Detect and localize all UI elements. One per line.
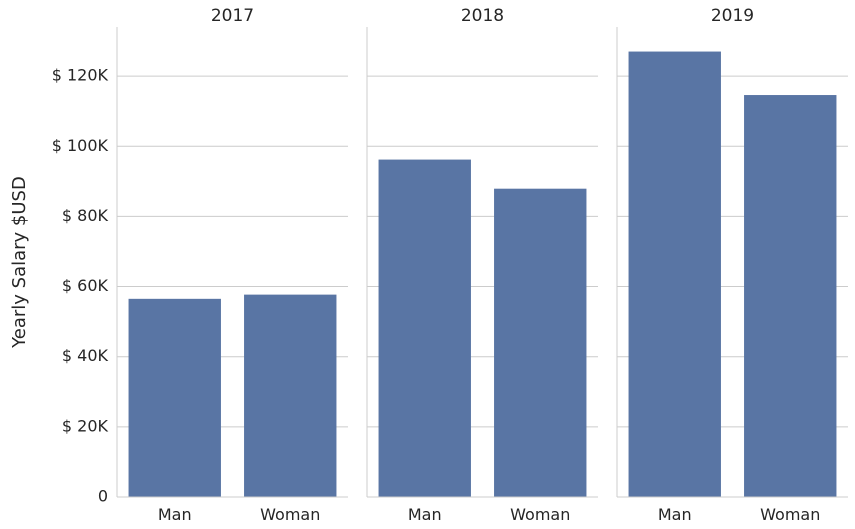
panel-title: 2018 — [461, 6, 504, 26]
y-tick-label: $ 80K — [62, 206, 109, 225]
bar-2017-man — [128, 298, 221, 497]
x-tick-label: Man — [158, 505, 192, 524]
x-tick-label: Man — [658, 505, 692, 524]
y-tick-label: $ 60K — [62, 276, 109, 295]
panel-2018: 2018 Man Woman — [366, 6, 598, 524]
y-tick-label: $ 120K — [52, 66, 109, 85]
bar-2019-man — [628, 51, 721, 497]
panel-2019: 2019 Man Woman — [616, 6, 848, 524]
bar-2018-man — [378, 159, 471, 497]
bar-2019-woman — [744, 95, 837, 498]
x-tick-label: Woman — [760, 505, 820, 524]
x-tick-label: Woman — [510, 505, 570, 524]
chart-panels: 2017 Man Woman 0 $ 20K $ 40K $ 60K $ 80K $ 100K $… — [52, 6, 848, 524]
panel-2017: 2017 Man Woman 0 $ 20K $ 40K $ 60K $ 80K $ 100K $… — [52, 6, 348, 524]
bar-2017-woman — [244, 294, 337, 497]
y-tick-label: $ 20K — [62, 416, 109, 435]
y-tick-label: 0 — [98, 487, 108, 506]
y-tick-label: $ 100K — [52, 136, 109, 155]
panel-title: 2019 — [711, 6, 754, 26]
bar-2018-woman — [494, 188, 587, 497]
y-axis-label: Yearly Salary $USD — [9, 176, 30, 349]
panel-title: 2017 — [211, 6, 254, 26]
x-tick-label: Man — [408, 505, 442, 524]
y-tick-label: $ 40K — [62, 346, 109, 365]
x-tick-label: Woman — [260, 505, 320, 524]
